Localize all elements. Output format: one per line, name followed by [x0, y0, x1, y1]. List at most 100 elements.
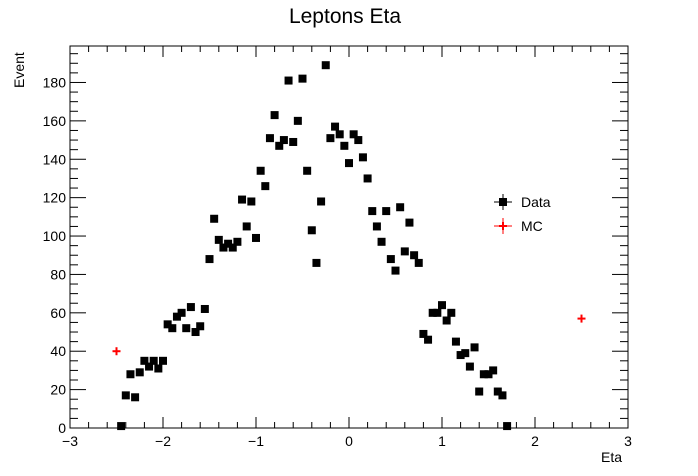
- data-point: [293, 116, 302, 125]
- data-point: [340, 141, 349, 150]
- data-point: [354, 136, 363, 145]
- data-point: [400, 247, 409, 256]
- data-point: [200, 304, 209, 313]
- data-point: [419, 329, 428, 338]
- data-point: [433, 308, 442, 317]
- data-point: [238, 195, 247, 204]
- data-point: [159, 356, 167, 365]
- data-point: [140, 356, 149, 365]
- y-axis: 0 20 40 60 80 100 120 140 160 180: [43, 53, 628, 436]
- mc-point: [112, 347, 121, 356]
- data-point: [498, 391, 507, 400]
- data-point: [154, 364, 163, 373]
- data-point: [172, 312, 181, 321]
- data-point: [279, 136, 288, 145]
- data-point: [163, 320, 172, 329]
- data-point: [405, 218, 414, 227]
- data-point: [317, 197, 326, 206]
- y-tick-label: 20: [50, 382, 66, 398]
- data-point: [252, 233, 260, 242]
- x-tick-label: −1: [248, 433, 264, 449]
- data-point: [186, 303, 195, 312]
- data-point: [479, 370, 488, 379]
- data-point: [233, 237, 242, 246]
- data-point: [219, 243, 228, 252]
- data-point: [382, 207, 391, 216]
- y-tick-label: 140: [43, 151, 67, 167]
- data-point: [424, 335, 433, 344]
- data-point: [275, 141, 284, 150]
- legend: Data MC: [494, 194, 551, 234]
- x-axis: −3 −2 −1 0 1 2 3: [62, 46, 632, 449]
- y-tick-label: 80: [50, 266, 66, 282]
- series-data: [117, 61, 512, 431]
- data-point: [303, 166, 312, 175]
- data-point: [214, 235, 223, 244]
- data-point: [284, 76, 293, 85]
- data-point: [484, 370, 493, 379]
- data-point: [372, 222, 381, 231]
- data-point: [363, 174, 372, 183]
- plot-frame: [69, 45, 629, 429]
- y-tick-label: 120: [43, 190, 67, 206]
- data-point: [256, 166, 265, 175]
- x-tick-label: 2: [531, 433, 539, 449]
- x-tick-label: 1: [438, 433, 446, 449]
- data-point: [414, 258, 423, 267]
- data-point: [261, 182, 270, 191]
- data-point: [247, 197, 256, 206]
- data-point: [224, 239, 233, 248]
- data-point: [191, 328, 200, 337]
- data-point: [461, 349, 470, 358]
- data-point: [428, 308, 437, 317]
- data-point: [265, 134, 274, 143]
- data-point: [205, 255, 214, 264]
- data-point: [451, 337, 460, 346]
- data-point: [456, 351, 465, 360]
- data-point: [345, 159, 353, 168]
- data-point: [326, 134, 335, 143]
- x-axis-label: Eta: [601, 449, 622, 465]
- data-point: [368, 207, 377, 216]
- data-point: [168, 324, 177, 333]
- data-point: [177, 308, 186, 317]
- y-tick-label: 60: [50, 305, 66, 321]
- x-tick-label: −2: [155, 433, 171, 449]
- x-tick-label: −3: [62, 433, 78, 449]
- data-point: [475, 387, 484, 396]
- data-point: [121, 391, 130, 400]
- data-point: [386, 255, 395, 264]
- legend-label: MC: [521, 218, 543, 234]
- x-tick-label: 3: [624, 433, 632, 449]
- legend-item-data: Data: [494, 194, 551, 210]
- data-point: [465, 362, 474, 371]
- data-point: [289, 137, 298, 146]
- legend-marker: [499, 198, 507, 206]
- data-point: [149, 356, 158, 365]
- data-point: [312, 258, 321, 267]
- data-point: [298, 74, 307, 83]
- y-tick-label: 100: [43, 228, 67, 244]
- mc-point: [577, 314, 586, 323]
- data-point: [442, 316, 451, 325]
- data-point: [470, 343, 479, 352]
- chart-title: Leptons Eta: [289, 5, 401, 28]
- y-axis-label: Event: [11, 52, 27, 88]
- data-point: [410, 251, 419, 260]
- data-point: [131, 393, 140, 402]
- data-point: [391, 266, 400, 275]
- data-point: [196, 322, 205, 331]
- data-point: [117, 422, 126, 431]
- y-tick-label: 160: [43, 113, 67, 129]
- data-point: [335, 130, 344, 139]
- y-tick-label: 0: [58, 420, 66, 436]
- data-marks: [112, 61, 586, 431]
- data-point: [503, 422, 512, 431]
- data-point: [145, 362, 154, 371]
- legend-item-mc: MC: [494, 218, 543, 234]
- y-tick-label: 40: [50, 343, 66, 359]
- legend-label: Data: [521, 194, 551, 210]
- data-point: [349, 130, 358, 139]
- data-point: [182, 324, 191, 333]
